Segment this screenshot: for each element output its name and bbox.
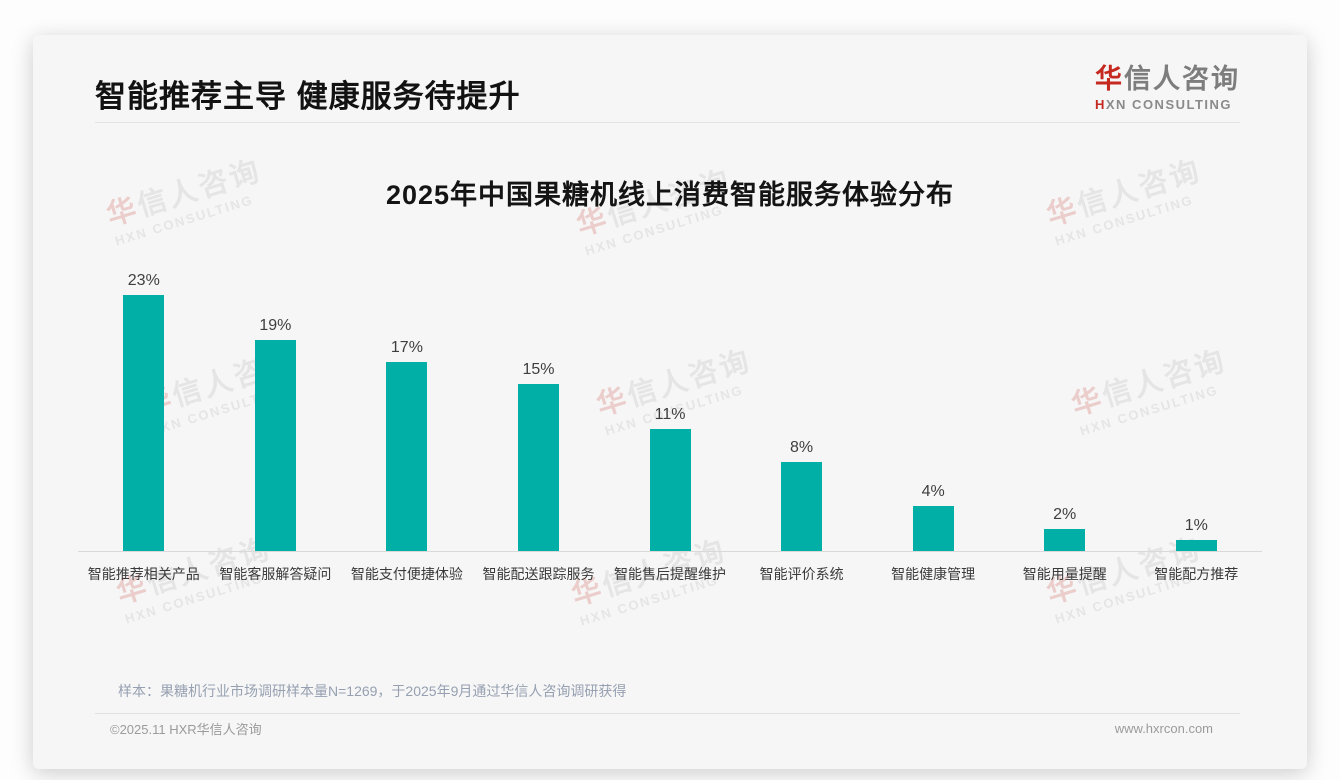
bar-category-label: 智能配送跟踪服务 [482, 566, 595, 582]
logo-sub-rest: XN CONSULTING [1105, 97, 1233, 112]
category-axis: 智能推荐相关产品 智能客服解答疑问 智能支付便捷体验 智能配送跟踪服务 智能售后提醒维护… [78, 564, 1262, 584]
bar-value-label: 15% [522, 361, 555, 378]
footer-divider [95, 713, 1240, 714]
bar [1044, 529, 1086, 551]
sample-note: 样本：果糖机行业市场调研样本量N=1269，于2025年9月通过华信人咨询调研获… [118, 683, 627, 699]
bar [123, 295, 165, 551]
bar-value-label: 8% [790, 439, 814, 456]
bar-category-label: 智能用量提醒 [1022, 566, 1107, 582]
copyright-text: ©2025.11 HXR华信人咨询 [110, 722, 262, 737]
bar-column: 17% [341, 242, 473, 551]
logo-brand-rest: 信人咨询 [1124, 64, 1240, 94]
bar-category-label: 智能推荐相关产品 [87, 566, 200, 582]
chart-title: 2025年中国果糖机线上消费智能服务体验分布 [385, 180, 955, 210]
bar-column: 11% [604, 242, 736, 551]
bar-chart: 23% 19% 17% 15% 11% 8% 4% 2% 1% [78, 242, 1262, 552]
bar-category-label: 智能售后提醒维护 [614, 566, 727, 582]
bar-value-label: 23% [127, 272, 160, 289]
website-url: www.hxrcon.com [1114, 721, 1213, 736]
bar-column: 8% [736, 242, 868, 551]
bar-value-label: 11% [654, 406, 686, 423]
logo-brand-text: 华信人咨询 [1095, 57, 1240, 96]
bar-category-label: 智能评价系统 [759, 566, 844, 582]
bar-value-label: 17% [390, 339, 423, 356]
page-title: 智能推荐主导 健康服务待提升 [95, 79, 521, 114]
bar-value-label: 1% [1184, 517, 1208, 534]
header-divider [95, 122, 1240, 123]
bar [1175, 540, 1217, 551]
logo-subtitle: HXN CONSULTING [1095, 97, 1240, 112]
bar-category-label: 智能客服解答疑问 [219, 566, 332, 582]
bar-category-label: 智能配方推荐 [1154, 566, 1239, 582]
bar-column: 2% [999, 242, 1131, 551]
bar-category-label: 智能健康管理 [891, 566, 976, 582]
bar-value-label: 19% [259, 317, 292, 334]
bar [386, 362, 428, 551]
bar-column: 15% [473, 242, 605, 551]
bar-column: 4% [867, 242, 999, 551]
logo: 华信人咨询 HXN CONSULTING [1095, 57, 1240, 112]
logo-brand-accent-char: 华 [1095, 64, 1124, 94]
report-card: 华信人咨询 HXN CONSULTING 华信人咨询 HXN CONSULTING 华信… [33, 35, 1307, 769]
bar [254, 340, 296, 551]
bar-column: 1% [1131, 242, 1263, 551]
bar-category-label: 智能支付便捷体验 [350, 566, 463, 582]
logo-sub-accent-char: H [1095, 97, 1106, 112]
bar-value-label: 2% [1053, 506, 1077, 523]
bar-column: 23% [78, 242, 210, 551]
bar-value-label: 4% [921, 483, 945, 500]
bar [517, 384, 559, 551]
bar-column: 19% [210, 242, 342, 551]
bar [649, 429, 691, 551]
bar [781, 462, 823, 551]
bar [912, 506, 954, 551]
